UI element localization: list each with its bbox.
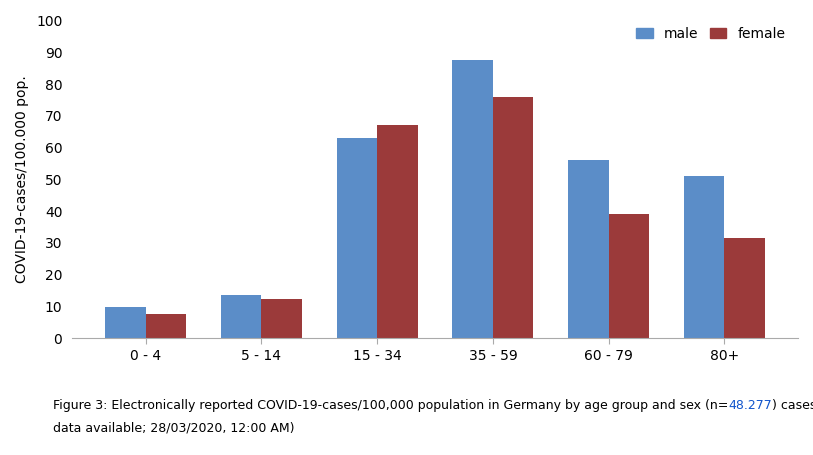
Bar [452,60,493,338]
Bar [684,176,724,338]
Bar [261,299,302,338]
Bar [568,160,609,338]
Bar [377,125,418,338]
Bar [221,295,261,338]
Bar [609,214,650,338]
Legend: male, female: male, female [631,21,791,46]
Text: ) cases with: ) cases with [772,399,813,412]
Bar [146,314,186,338]
Bar [337,138,377,338]
Bar [493,97,533,338]
Bar [724,238,765,338]
Text: data available; 28/03/2020, 12:00 AM): data available; 28/03/2020, 12:00 AM) [53,421,294,435]
Text: 48.277: 48.277 [728,399,772,412]
Bar [105,308,146,338]
Y-axis label: COVID-19-cases/100.000 pop.: COVID-19-cases/100.000 pop. [15,76,29,283]
Text: Figure 3: Electronically reported COVID-19-cases/100,000 population in Germany b: Figure 3: Electronically reported COVID-… [53,399,728,412]
